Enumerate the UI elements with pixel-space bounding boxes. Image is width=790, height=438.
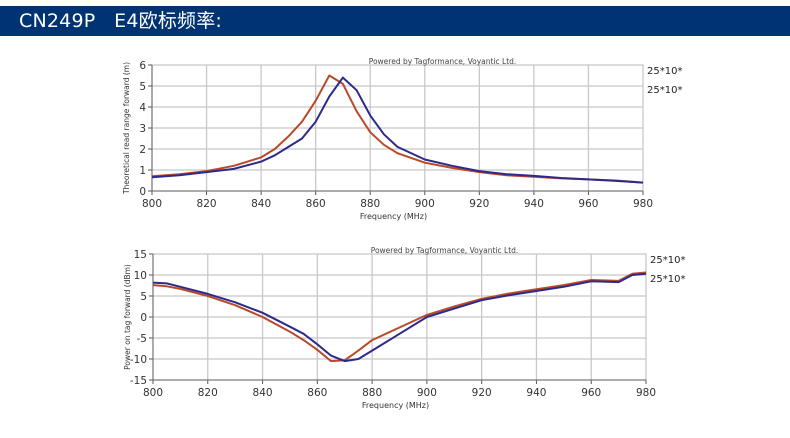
x-tick-label: 900: [415, 198, 435, 210]
series-line: [152, 272, 647, 363]
legend-entry: 25*10*: [647, 85, 682, 96]
x-tick-label: 800: [142, 198, 162, 210]
y-tick-label: -10: [130, 354, 147, 366]
chart-credit: Powered by Tagformance, Voyantic Ltd.: [371, 246, 519, 255]
series-line: [152, 271, 647, 363]
x-tick-label: 860: [306, 198, 326, 210]
x-tick-label: 860: [307, 387, 327, 399]
y-tick-label: 0: [140, 312, 147, 324]
x-tick-label: 920: [469, 198, 489, 210]
y-tick-label: 4: [139, 102, 146, 114]
y-tick-label: 5: [139, 81, 146, 93]
y-tick-label: 2: [139, 144, 146, 156]
x-tick-label: 820: [198, 387, 218, 399]
y-axis-label: Theoretical read range forward (m): [122, 62, 131, 195]
x-tick-label: 980: [636, 387, 656, 399]
x-tick-label: 880: [360, 198, 380, 210]
y-axis-label: Power on tag forward (dBm): [123, 264, 132, 370]
x-tick-label: 920: [472, 387, 492, 399]
x-tick-label: 900: [417, 387, 437, 399]
y-tick-label: 0: [139, 186, 146, 198]
power-on-tag-chart: 800 820 840 860 880 900 920 940 960 980 15 10 5 0 -5 -1…: [123, 246, 685, 410]
x-tick-label: 840: [253, 387, 273, 399]
y-tick-label: 15: [134, 249, 147, 261]
legend-entry: 25*10*: [650, 274, 685, 285]
x-tick-label: 960: [578, 198, 598, 210]
read-range-chart: 800 820 840 860 880 900 920 940 960 980 0 1 2 3 4 5 6 Pow…: [122, 57, 682, 221]
y-tick-label: 10: [134, 270, 147, 282]
chart-credit: Powered by Tagformance, Voyantic Ltd.: [369, 57, 517, 66]
x-tick-label: 880: [362, 387, 382, 399]
y-tick-label: 6: [139, 60, 146, 72]
x-tick-label: 960: [581, 387, 601, 399]
x-tick-label: 940: [526, 387, 546, 399]
y-tick-label: 5: [140, 291, 147, 303]
x-axis-label: Frequency (MHz): [360, 212, 427, 221]
page-title: CN249P E4欧标频率:: [19, 10, 223, 32]
header-bar: CN249P E4欧标频率:: [0, 6, 790, 36]
legend-entry: 25*10*: [650, 255, 685, 266]
x-tick-label: 980: [633, 198, 653, 210]
x-tick-label: 940: [524, 198, 544, 210]
legend-entry: 25*10*: [647, 66, 682, 77]
x-tick-label: 820: [197, 198, 217, 210]
x-tick-label: 800: [143, 387, 163, 399]
y-tick-label: 1: [139, 165, 146, 177]
series-line: [151, 76, 644, 184]
x-tick-label: 840: [251, 198, 271, 210]
y-tick-label: 3: [139, 123, 146, 135]
x-axis-label: Frequency (MHz): [362, 401, 429, 410]
y-tick-label: -5: [137, 333, 147, 345]
y-tick-label: -15: [130, 375, 147, 387]
